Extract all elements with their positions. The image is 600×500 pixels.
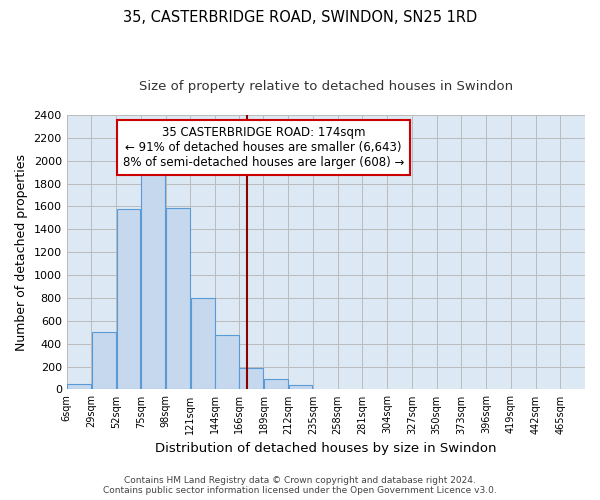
Text: 35, CASTERBRIDGE ROAD, SWINDON, SN25 1RD: 35, CASTERBRIDGE ROAD, SWINDON, SN25 1RD	[123, 10, 477, 25]
X-axis label: Distribution of detached houses by size in Swindon: Distribution of detached houses by size …	[155, 442, 497, 455]
Bar	[67, 384, 91, 390]
Bar	[166, 208, 190, 390]
Bar	[92, 332, 116, 390]
Bar	[116, 210, 140, 390]
Bar	[264, 379, 288, 390]
Bar	[215, 334, 239, 390]
Bar	[191, 298, 215, 390]
Text: 35 CASTERBRIDGE ROAD: 174sqm
← 91% of detached houses are smaller (6,643)
8% of : 35 CASTERBRIDGE ROAD: 174sqm ← 91% of de…	[123, 126, 404, 169]
Bar	[289, 386, 313, 390]
Bar	[239, 368, 263, 390]
Bar	[141, 166, 165, 390]
Text: Contains HM Land Registry data © Crown copyright and database right 2024.
Contai: Contains HM Land Registry data © Crown c…	[103, 476, 497, 495]
Y-axis label: Number of detached properties: Number of detached properties	[15, 154, 28, 350]
Title: Size of property relative to detached houses in Swindon: Size of property relative to detached ho…	[139, 80, 513, 93]
